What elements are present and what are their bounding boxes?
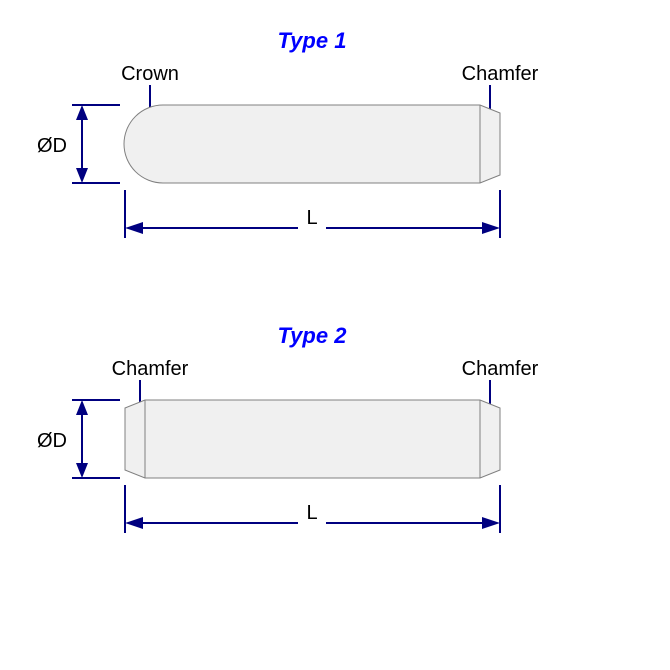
type2-left-label: Chamfer: [112, 358, 189, 380]
type1-length-label: L: [306, 207, 317, 229]
type2-l-arrow-left: [125, 517, 143, 529]
type1-left-label: Crown: [121, 63, 179, 85]
type2-right-label: Chamfer: [462, 358, 539, 380]
type1-diameter-label: ØD: [37, 135, 67, 157]
type1-l-arrow-right: [482, 222, 500, 234]
type2-d-arrow-dn: [76, 463, 88, 478]
type2-title: Type 2: [278, 323, 348, 348]
type2-length-label: L: [306, 502, 317, 524]
type1-pin-body: [124, 105, 500, 183]
type1-d-arrow-up: [76, 105, 88, 120]
type1-title: Type 1: [278, 28, 347, 53]
type2-pin-body: [125, 400, 500, 478]
type2-diameter-label: ØD: [37, 430, 67, 452]
type1-d-arrow-dn: [76, 168, 88, 183]
type1-right-label: Chamfer: [462, 63, 539, 85]
type1-l-arrow-left: [125, 222, 143, 234]
type2-d-arrow-up: [76, 400, 88, 415]
type2-l-arrow-right: [482, 517, 500, 529]
